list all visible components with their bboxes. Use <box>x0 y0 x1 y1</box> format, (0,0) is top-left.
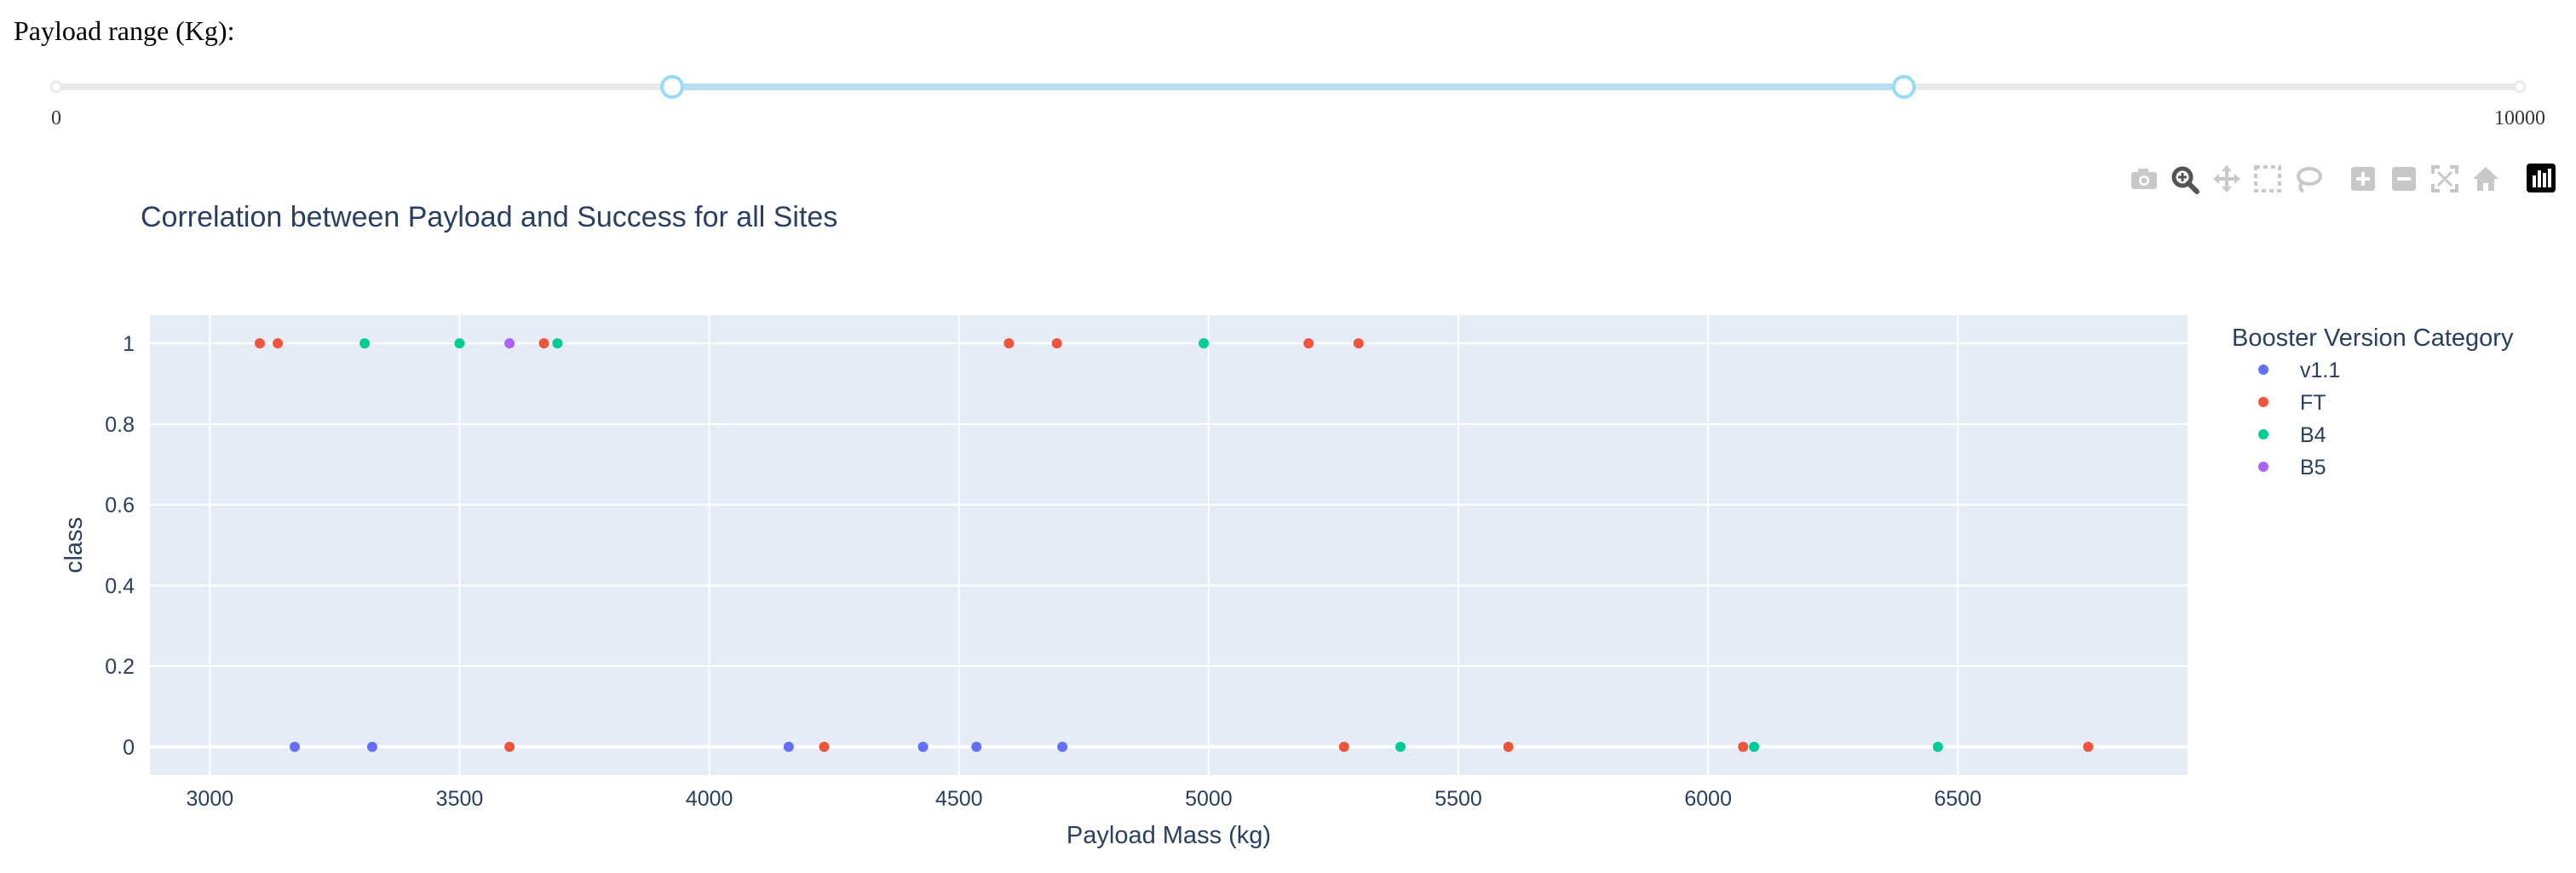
x-tick-label: 3500 <box>436 787 484 811</box>
legend-marker <box>2258 429 2268 439</box>
y-axis-label: class <box>60 517 88 573</box>
x-tick-label: 4000 <box>686 787 733 811</box>
data-point-B4[interactable] <box>359 338 371 349</box>
data-point-v1.1[interactable] <box>366 741 377 752</box>
data-point-FT[interactable] <box>1353 338 1364 349</box>
data-point-B4[interactable] <box>552 338 563 349</box>
slider-max-label: 10000 <box>2494 107 2545 129</box>
data-point-FT[interactable] <box>1003 338 1015 349</box>
legend-label: B5 <box>2300 456 2326 480</box>
data-point-v1.1[interactable] <box>1057 741 1068 752</box>
data-point-B4[interactable] <box>1199 338 1210 349</box>
data-point-B4[interactable] <box>1932 741 1943 752</box>
legend-item[interactable]: v1.1 <box>2258 359 2340 382</box>
data-point-B4[interactable] <box>454 338 465 349</box>
x-tick-label: 4500 <box>935 787 983 811</box>
legend-marker <box>2258 462 2268 472</box>
slider-min-label: 0 <box>51 107 61 129</box>
legend-marker <box>2258 397 2268 407</box>
legend-marker <box>2258 365 2268 375</box>
legend-label: B4 <box>2300 423 2326 447</box>
data-point-FT[interactable] <box>1303 338 1314 349</box>
y-gridlines <box>150 342 2188 749</box>
x-tick-label: 6500 <box>1935 787 1982 811</box>
data-point-FT[interactable] <box>254 338 265 349</box>
x-tick-label: 5500 <box>1435 787 1482 811</box>
y-tick-label: 0.2 <box>105 655 135 679</box>
data-point-FT[interactable] <box>2083 741 2094 752</box>
data-point-v1.1[interactable] <box>783 741 794 752</box>
data-point-FT[interactable] <box>504 741 515 752</box>
zoom-out-icon[interactable] <box>2392 167 2416 191</box>
data-point-B4[interactable] <box>1395 741 1406 752</box>
data-point-FT[interactable] <box>1051 338 1062 349</box>
data-point-v1.1[interactable] <box>971 741 982 752</box>
reset-axes-icon[interactable] <box>2473 167 2498 191</box>
legend-item[interactable]: B4 <box>2258 423 2326 447</box>
payload-range-slider[interactable]: 0 10000 <box>0 0 2576 145</box>
slider-end-dot <box>2513 80 2527 94</box>
slider-start-dot <box>49 80 63 94</box>
x-tick-label: 3000 <box>187 787 234 811</box>
data-point-v1.1[interactable] <box>290 741 301 752</box>
legend: v1.1 FT B4 B5 <box>2258 359 2340 480</box>
slider-handle-low[interactable] <box>660 75 684 99</box>
chart-title: Correlation between Payload and Success … <box>141 201 837 233</box>
legend-title: Booster Version Category <box>2232 325 2514 352</box>
camera-icon[interactable] <box>2131 169 2157 189</box>
lasso-select-icon[interactable] <box>2297 167 2322 193</box>
data-point-FT[interactable] <box>273 338 284 349</box>
x-axis-label: Payload Mass (kg) <box>1067 822 1271 849</box>
data-point-v1.1[interactable] <box>917 741 929 752</box>
data-point-B4[interactable] <box>1749 741 1760 752</box>
legend-item[interactable]: B5 <box>2258 456 2326 480</box>
plotly-logo-icon[interactable] <box>2527 164 2556 192</box>
modebar <box>2131 164 2556 194</box>
data-point-FT[interactable] <box>1738 741 1749 752</box>
legend-label: v1.1 <box>2300 359 2340 382</box>
data-point-FT[interactable] <box>1503 741 1514 752</box>
scatter-chart: Correlation between Payload and Success … <box>60 164 2556 849</box>
data-point-FT[interactable] <box>1338 741 1349 752</box>
slider-label: Payload range (Kg): <box>14 15 235 46</box>
x-tick-label: 6000 <box>1684 787 1732 811</box>
data-point-B5[interactable] <box>504 338 515 349</box>
legend-label: FT <box>2300 391 2326 415</box>
pan-icon[interactable] <box>2213 165 2240 192</box>
slider-active-range <box>672 83 1904 90</box>
x-tick-labels: 3000 3500 4000 4500 5000 5500 6000 6500 <box>187 787 1982 811</box>
x-gridlines <box>209 315 1959 775</box>
slider-handle-high[interactable] <box>1892 75 1916 99</box>
y-tick-label: 0 <box>123 736 135 760</box>
plot-area[interactable] <box>150 315 2188 775</box>
zoom-in-icon[interactable] <box>2351 167 2375 191</box>
box-select-icon[interactable] <box>2254 165 2281 192</box>
autoscale-icon[interactable] <box>2431 165 2458 192</box>
data-point-FT[interactable] <box>538 338 549 349</box>
y-tick-label: 0.8 <box>105 413 135 437</box>
data-point-FT[interactable] <box>819 741 830 752</box>
y-tick-label: 0.4 <box>105 574 135 598</box>
x-tick-label: 5000 <box>1185 787 1233 811</box>
zoom-icon[interactable] <box>2171 166 2199 194</box>
y-tick-label: 1 <box>123 332 135 356</box>
y-tick-label: 0.6 <box>105 494 135 518</box>
y-tick-labels: 0 0.2 0.4 0.6 0.8 1 <box>105 332 135 760</box>
legend-item[interactable]: FT <box>2258 391 2326 415</box>
data-points <box>254 338 2094 752</box>
